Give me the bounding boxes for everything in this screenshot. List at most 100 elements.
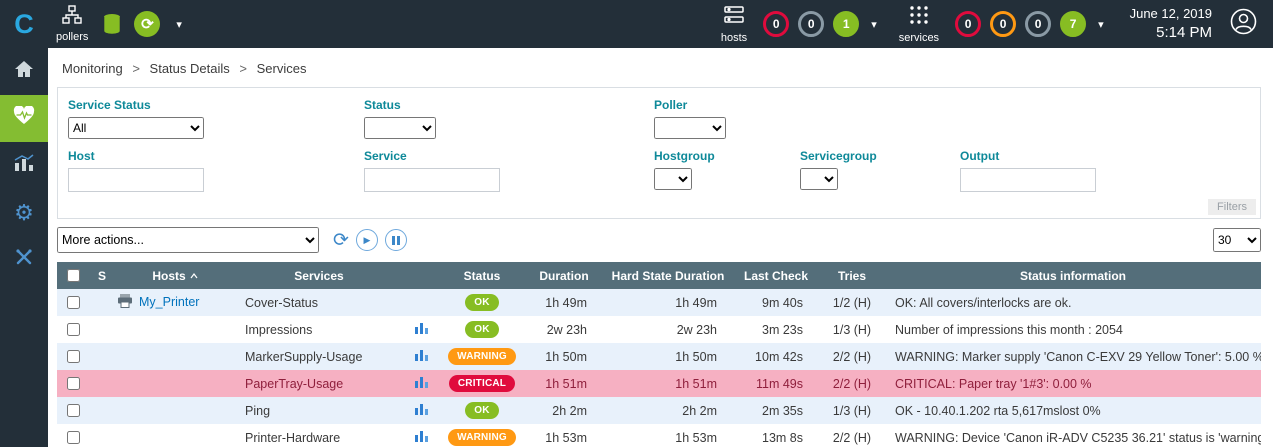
hard-state-duration-cell: 1h 51m <box>603 370 733 397</box>
services-menu[interactable]: services <box>899 5 939 44</box>
servicegroup-select[interactable] <box>800 168 838 190</box>
last-check-cell: 2m 35s <box>733 397 819 424</box>
output-label: Output <box>960 149 1248 163</box>
sidebar-item-monitoring[interactable] <box>0 95 48 142</box>
hostgroup-select[interactable] <box>654 168 692 190</box>
sidebar-item-home[interactable] <box>0 48 48 95</box>
service-status-select[interactable]: All <box>68 117 204 139</box>
home-icon <box>14 60 34 83</box>
status-badge: OK <box>465 402 498 419</box>
filter-output: Output <box>960 149 1248 192</box>
col-header-services[interactable]: Services <box>235 262 403 289</box>
row-checkbox[interactable] <box>67 323 80 336</box>
page-size-select[interactable]: 30 <box>1213 228 1261 252</box>
services-icon <box>909 5 929 30</box>
hosts-counter-ok-filled[interactable]: 1 <box>833 11 859 37</box>
col-header-hard-state-duration[interactable]: Hard State Duration <box>603 262 733 289</box>
status-badge: OK <box>465 321 498 338</box>
breadcrumb-monitoring[interactable]: Monitoring <box>62 61 123 76</box>
host-cell: My_Printer <box>115 289 235 316</box>
graph-icon[interactable] <box>415 349 428 364</box>
poller-sync-ok-icon[interactable]: ⟳ <box>134 11 160 37</box>
breadcrumb-services[interactable]: Services <box>257 61 307 76</box>
actions-toolbar: More actions... ⟳ ▶ 30 <box>57 227 1261 253</box>
tries-cell: 2/2 (H) <box>819 424 885 447</box>
select-all-checkbox[interactable] <box>67 269 80 282</box>
hard-state-duration-cell: 1h 50m <box>603 343 733 370</box>
row-checkbox[interactable] <box>67 350 80 363</box>
service-name[interactable]: MarkerSupply-Usage <box>235 343 403 370</box>
col-header-duration[interactable]: Duration <box>525 262 603 289</box>
host-link[interactable]: My_Printer <box>139 295 199 309</box>
user-menu-button[interactable] <box>1230 8 1257 40</box>
services-counter-neutral[interactable]: 0 <box>1025 11 1051 37</box>
service-input[interactable] <box>364 168 500 192</box>
service-name[interactable]: Printer-Hardware <box>235 424 403 447</box>
sidebar: ⚙ <box>0 48 48 447</box>
hostgroup-label: Hostgroup <box>654 149 800 163</box>
graph-icon[interactable] <box>415 403 428 418</box>
chevron-down-icon[interactable]: ▾ <box>1098 18 1104 31</box>
graph-cell <box>403 397 439 424</box>
chevron-down-icon[interactable]: ▾ <box>176 18 182 31</box>
col-header-tries[interactable]: Tries <box>819 262 885 289</box>
row-state-cell <box>89 370 115 397</box>
service-name[interactable]: PaperTray-Usage <box>235 370 403 397</box>
pause-icon <box>392 236 400 245</box>
col-header-s[interactable]: S <box>89 262 115 289</box>
graph-icon[interactable] <box>415 322 428 337</box>
host-input[interactable] <box>68 168 204 192</box>
service-name[interactable]: Cover-Status <box>235 289 403 316</box>
col-header-status[interactable]: Status <box>439 262 525 289</box>
sort-asc-icon <box>190 268 198 282</box>
pause-button[interactable] <box>385 229 407 251</box>
graph-icon[interactable] <box>415 376 428 391</box>
main-content: Monitoring > Status Details > Services S… <box>48 48 1273 447</box>
sidebar-item-configuration[interactable]: ⚙ <box>0 189 48 236</box>
breadcrumb-status-details[interactable]: Status Details <box>150 61 230 76</box>
filter-service-status: Service Status All <box>68 98 364 139</box>
status-badge: CRITICAL <box>449 375 515 392</box>
services-counter-critical[interactable]: 0 <box>955 11 981 37</box>
centreon-logo[interactable]: C <box>0 0 48 48</box>
col-header-last-check[interactable]: Last Check <box>733 262 819 289</box>
refresh-button[interactable]: ⟳ <box>333 231 349 250</box>
pollers-icon <box>62 5 82 29</box>
status-badge: WARNING <box>448 348 516 365</box>
row-checkbox[interactable] <box>67 404 80 417</box>
row-checkbox[interactable] <box>67 296 80 309</box>
pollers-menu[interactable]: pollers <box>56 5 88 43</box>
sidebar-item-reporting[interactable] <box>0 142 48 189</box>
database-icon[interactable] <box>102 13 122 35</box>
chevron-down-icon[interactable]: ▾ <box>871 18 877 31</box>
hosts-counter-critical[interactable]: 0 <box>763 11 789 37</box>
service-status-label: Service Status <box>68 98 364 112</box>
filter-service: Service <box>364 149 654 192</box>
more-actions-select[interactable]: More actions... <box>57 227 319 253</box>
filter-servicegroup: Servicegroup <box>800 149 960 192</box>
poller-select[interactable] <box>654 117 726 139</box>
status-select[interactable] <box>364 117 436 139</box>
row-checkbox[interactable] <box>67 377 80 390</box>
services-counter-ok-filled[interactable]: 7 <box>1060 11 1086 37</box>
hosts-counter-neutral[interactable]: 0 <box>798 11 824 37</box>
row-checkbox[interactable] <box>67 431 80 444</box>
graph-icon[interactable] <box>415 430 428 445</box>
filters-toggle[interactable]: Filters <box>1208 199 1256 215</box>
table-row: MarkerSupply-Usage WARNING 1h 50m 1h 50m… <box>57 343 1261 370</box>
graph-cell <box>403 424 439 447</box>
output-input[interactable] <box>960 168 1096 192</box>
services-counter-warning[interactable]: 0 <box>990 11 1016 37</box>
graph-cell <box>403 343 439 370</box>
hosts-menu[interactable]: hosts <box>721 5 747 44</box>
host-cell <box>115 316 235 343</box>
col-header-status-information[interactable]: Status information <box>885 262 1261 289</box>
service-name[interactable]: Ping <box>235 397 403 424</box>
col-header-hosts[interactable]: Hosts <box>115 262 235 289</box>
sidebar-item-administration[interactable] <box>0 236 48 283</box>
host-cell <box>115 397 235 424</box>
graph-cell <box>403 370 439 397</box>
play-button[interactable]: ▶ <box>356 229 378 251</box>
service-name[interactable]: Impressions <box>235 316 403 343</box>
tries-cell: 2/2 (H) <box>819 343 885 370</box>
